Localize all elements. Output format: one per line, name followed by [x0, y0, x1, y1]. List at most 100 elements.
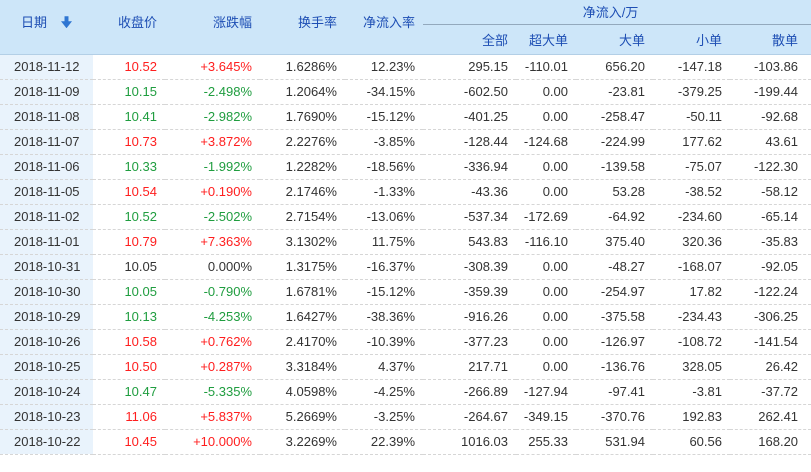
cell-turnover: 5.2669% [260, 404, 345, 430]
cell-all: -264.67 [423, 404, 516, 430]
cell-super-large: -110.01 [516, 54, 576, 80]
cell-all: 295.15 [423, 54, 516, 80]
cell-date: 2018-10-29 [0, 304, 93, 330]
table-row: 2018-10-24 10.47 -5.335% 4.0598% -4.25% … [0, 379, 811, 405]
cell-all: -308.39 [423, 254, 516, 280]
cell-change: +3.872% [165, 129, 260, 155]
cell-retail: -199.44 [730, 79, 811, 105]
cell-turnover: 1.7690% [260, 104, 345, 130]
cell-change: -1.992% [165, 154, 260, 180]
cell-retail: -92.68 [730, 104, 811, 130]
cell-change: -0.790% [165, 279, 260, 305]
cell-small: -379.25 [653, 79, 730, 105]
cell-close: 10.79 [93, 229, 165, 255]
cell-large: -375.58 [576, 304, 653, 330]
cell-change: +7.363% [165, 229, 260, 255]
cell-change: +10.000% [165, 429, 260, 455]
cell-large: 531.94 [576, 429, 653, 455]
cell-all: -336.94 [423, 154, 516, 180]
cell-change: -2.498% [165, 79, 260, 105]
cell-close: 10.50 [93, 354, 165, 380]
cell-inflow-rate: -18.56% [345, 154, 423, 180]
cell-inflow-rate: -34.15% [345, 79, 423, 105]
table-row: 2018-10-25 10.50 +0.287% 3.3184% 4.37% 2… [0, 354, 811, 380]
cell-small: 17.82 [653, 279, 730, 305]
cell-large: -97.41 [576, 379, 653, 405]
cell-date: 2018-10-25 [0, 354, 93, 380]
cell-retail: -35.83 [730, 229, 811, 255]
cell-super-large: -172.69 [516, 204, 576, 230]
cell-large: -370.76 [576, 404, 653, 430]
cell-inflow-rate: -3.85% [345, 129, 423, 155]
cell-inflow-rate: 11.75% [345, 229, 423, 255]
cell-date: 2018-11-07 [0, 129, 93, 155]
column-header-close: 收盘价 [93, 0, 165, 54]
column-header-date[interactable]: 日期 [0, 0, 93, 54]
cell-date: 2018-11-08 [0, 104, 93, 130]
cell-change: +3.645% [165, 54, 260, 80]
cell-all: -266.89 [423, 379, 516, 405]
column-header-small: 小单 [653, 24, 730, 54]
cell-close: 10.15 [93, 79, 165, 105]
cell-date: 2018-10-26 [0, 329, 93, 355]
cell-super-large: -116.10 [516, 229, 576, 255]
cell-turnover: 1.2064% [260, 79, 345, 105]
table-row: 2018-11-01 10.79 +7.363% 3.1302% 11.75% … [0, 229, 811, 255]
table-row: 2018-11-05 10.54 +0.190% 2.1746% -1.33% … [0, 179, 811, 205]
cell-retail: 262.41 [730, 404, 811, 430]
cell-turnover: 1.3175% [260, 254, 345, 280]
cell-date: 2018-11-02 [0, 204, 93, 230]
cell-turnover: 1.6286% [260, 54, 345, 80]
cell-date: 2018-11-01 [0, 229, 93, 255]
cell-close: 10.05 [93, 279, 165, 305]
cell-large: -126.97 [576, 329, 653, 355]
column-header-super-large: 超大单 [516, 24, 576, 54]
table-row: 2018-11-09 10.15 -2.498% 1.2064% -34.15%… [0, 79, 811, 105]
cell-super-large: 0.00 [516, 354, 576, 380]
table-row: 2018-10-22 10.45 +10.000% 3.2269% 22.39%… [0, 429, 811, 455]
cell-small: 60.56 [653, 429, 730, 455]
cell-super-large: 0.00 [516, 179, 576, 205]
cell-inflow-rate: -4.25% [345, 379, 423, 405]
cell-super-large: 0.00 [516, 254, 576, 280]
cell-all: -401.25 [423, 104, 516, 130]
cell-turnover: 2.7154% [260, 204, 345, 230]
cell-all: -537.34 [423, 204, 516, 230]
cell-small: 320.36 [653, 229, 730, 255]
cell-turnover: 4.0598% [260, 379, 345, 405]
cell-small: 177.62 [653, 129, 730, 155]
cell-turnover: 2.4170% [260, 329, 345, 355]
cell-inflow-rate: -16.37% [345, 254, 423, 280]
cell-large: -254.97 [576, 279, 653, 305]
cell-small: -147.18 [653, 54, 730, 80]
cell-date: 2018-10-30 [0, 279, 93, 305]
cell-close: 10.52 [93, 204, 165, 230]
cell-change: -5.335% [165, 379, 260, 405]
table-row: 2018-10-26 10.58 +0.762% 2.4170% -10.39%… [0, 329, 811, 355]
cell-retail: -37.72 [730, 379, 811, 405]
cell-super-large: 0.00 [516, 104, 576, 130]
cell-change: +0.190% [165, 179, 260, 205]
column-header-turnover: 换手率 [260, 0, 345, 54]
cell-retail: -141.54 [730, 329, 811, 355]
cell-small: -75.07 [653, 154, 730, 180]
column-header-all: 全部 [423, 24, 516, 54]
cell-retail: -306.25 [730, 304, 811, 330]
cell-small: -38.52 [653, 179, 730, 205]
cell-change: 0.000% [165, 254, 260, 280]
cell-retail: -58.12 [730, 179, 811, 205]
cell-small: -50.11 [653, 104, 730, 130]
cell-large: -258.47 [576, 104, 653, 130]
cell-inflow-rate: -1.33% [345, 179, 423, 205]
cell-change: +0.762% [165, 329, 260, 355]
column-header-inflow-rate: 净流入率 [345, 0, 423, 54]
cell-all: 217.71 [423, 354, 516, 380]
cell-small: -168.07 [653, 254, 730, 280]
cell-super-large: 0.00 [516, 279, 576, 305]
cell-super-large: 255.33 [516, 429, 576, 455]
cell-close: 10.33 [93, 154, 165, 180]
cell-super-large: -349.15 [516, 404, 576, 430]
cell-turnover: 3.2269% [260, 429, 345, 455]
cell-super-large: 0.00 [516, 304, 576, 330]
